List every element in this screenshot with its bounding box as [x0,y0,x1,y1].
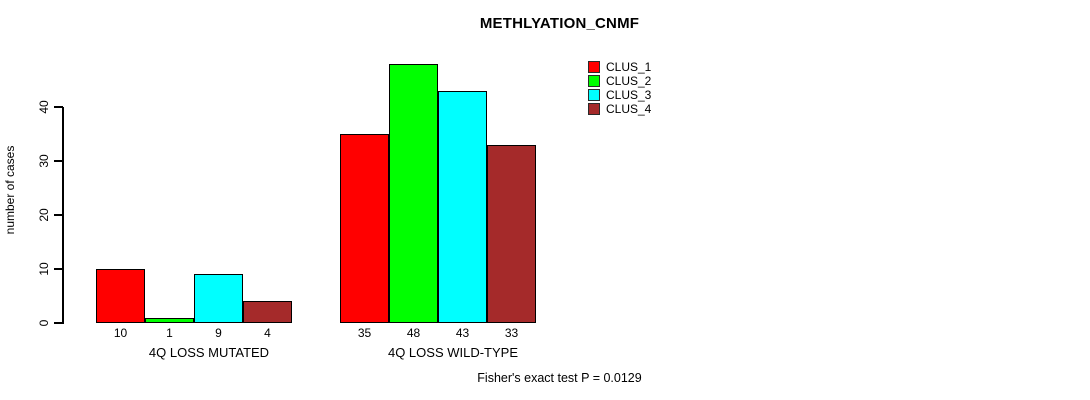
y-axis-tick [54,322,63,324]
bar-clus_1-group-1 [96,269,145,323]
bar-value-label: 4 [264,326,271,340]
y-axis-line [62,107,64,324]
bar-clus_3-group-2 [438,90,487,323]
bar-value-label: 48 [406,326,421,340]
y-axis-title: number of cases [3,145,17,235]
legend: CLUS_1 CLUS_2 CLUS_3 CLUS_4 [588,60,651,116]
bar-clus_4-group-2 [487,144,536,323]
footnote: Fisher's exact test P = 0.0129 [477,371,642,385]
y-axis-tick-label: 30 [37,154,51,168]
y-axis-tick [54,106,63,108]
chart-title: METHLYATION_CNMF [479,15,640,32]
bar-clus_1-group-2 [340,134,389,323]
y-axis-tick-label: 40 [37,100,51,114]
legend-item-clus_4: CLUS_4 [588,102,651,116]
y-axis-tick [54,160,63,162]
bar-value-label: 43 [455,326,470,340]
bar-value-label: 1 [166,326,173,340]
bar-clus_2-group-1 [145,317,194,323]
legend-item-clus_2: CLUS_2 [588,74,651,88]
bar-value-label: 10 [113,326,128,340]
legend-swatch-icon [588,89,600,101]
legend-label: CLUS_1 [606,60,652,74]
x-axis-group-label: 4Q LOSS MUTATED [148,345,270,360]
legend-label: CLUS_2 [606,74,652,88]
legend-swatch-icon [588,61,600,73]
legend-swatch-icon [588,103,600,115]
y-axis-tick-label: 0 [37,319,51,327]
bar-value-label: 33 [504,326,519,340]
legend-item-clus_1: CLUS_1 [588,60,651,74]
x-axis-group-label: 4Q LOSS WILD-TYPE [387,345,519,360]
bar-value-label: 35 [357,326,372,340]
legend-label: CLUS_4 [606,102,652,116]
y-axis-tick [54,268,63,270]
legend-label: CLUS_3 [606,88,652,102]
y-axis-tick-label: 20 [37,208,51,222]
bar-clus_4-group-1 [243,301,292,323]
y-axis-tick-label: 10 [37,262,51,276]
bar-clus_3-group-1 [194,274,243,323]
y-axis-tick [54,214,63,216]
bar-clus_2-group-2 [389,63,438,323]
legend-item-clus_3: CLUS_3 [588,88,651,102]
bar-value-label: 9 [215,326,222,340]
legend-swatch-icon [588,75,600,87]
